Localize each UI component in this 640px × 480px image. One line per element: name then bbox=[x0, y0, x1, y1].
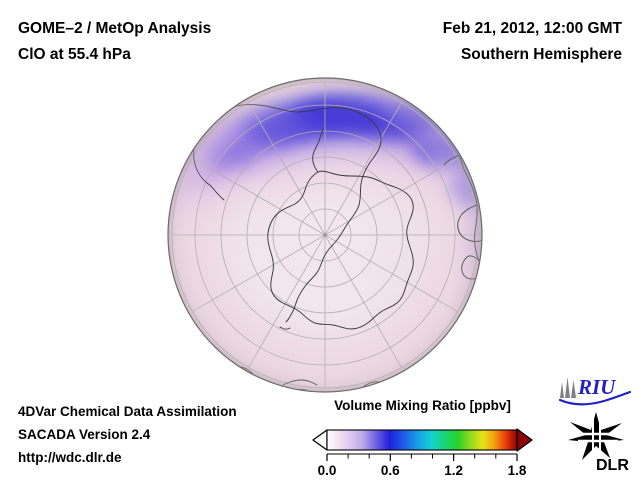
footer-left: 4DVar Chemical Data Assimilation SACADA … bbox=[18, 400, 237, 469]
colorbar-scale: 0.0 0.6 1.2 1.8 bbox=[312, 428, 533, 478]
south-pole-marker bbox=[323, 233, 327, 237]
globe-outline bbox=[167, 77, 483, 393]
riu-tower-icon bbox=[560, 377, 576, 398]
dlr-logo: DLR bbox=[568, 412, 629, 474]
globe-map bbox=[167, 77, 483, 393]
colorbar: Volume Mixing Ratio [ppbv] bbox=[305, 398, 540, 480]
colorbar-over-arrow bbox=[516, 428, 533, 452]
assimilation-label: 4DVar Chemical Data Assimilation bbox=[18, 404, 237, 419]
header-right: Feb 21, 2012, 12:00 GMT Southern Hemisph… bbox=[443, 16, 622, 68]
colorbar-title: Volume Mixing Ratio [ppbv] bbox=[334, 398, 511, 413]
header-left: GOME–2 / MetOp Analysis ClO at 55.4 hPa bbox=[18, 16, 211, 68]
colorbar-tick-label-0: 0.0 bbox=[318, 463, 337, 478]
riu-wordmark: RIU bbox=[577, 375, 617, 399]
colorbar-tick-label-3: 1.8 bbox=[508, 463, 527, 478]
orthographic-projection bbox=[167, 77, 483, 393]
datetime-label: Feb 21, 2012, 12:00 GMT bbox=[442, 20, 622, 37]
dlr-wordmark: DLR bbox=[596, 457, 629, 474]
version-label: SACADA Version 2.4 bbox=[18, 427, 151, 442]
colorbar-gradient bbox=[326, 429, 518, 451]
colorbar-under-arrow bbox=[312, 429, 328, 451]
url-label[interactable]: http://wdc.dlr.de bbox=[18, 450, 122, 465]
instrument-title: GOME–2 / MetOp Analysis bbox=[18, 20, 212, 37]
colorbar-major-ticks bbox=[326, 454, 518, 461]
hemisphere-label: Southern Hemisphere bbox=[460, 46, 622, 63]
riu-swoosh-icon bbox=[558, 390, 632, 406]
riu-logo: RIU bbox=[558, 375, 632, 406]
colorbar-tick-label-2: 1.2 bbox=[444, 463, 463, 478]
colorbar-tick-label-1: 0.6 bbox=[381, 463, 400, 478]
species-level-title: ClO at 55.4 hPa bbox=[18, 46, 131, 63]
colorbar-minor-ticks bbox=[347, 454, 497, 459]
dlr-star-icon bbox=[568, 412, 624, 460]
